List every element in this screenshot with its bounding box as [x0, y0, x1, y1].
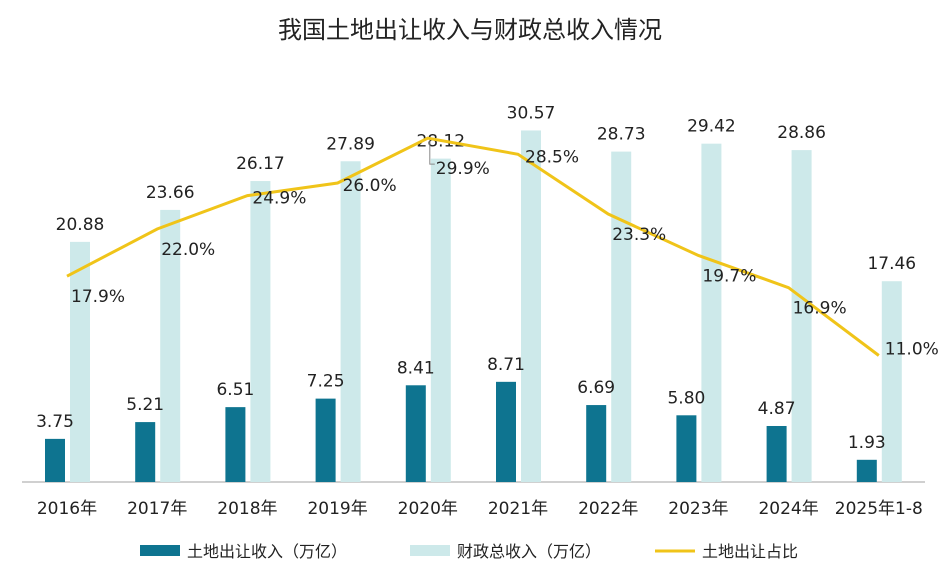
bar-land-revenue — [225, 407, 245, 482]
bar-fiscal-revenue — [521, 130, 541, 482]
data-label-land: 6.51 — [216, 380, 254, 400]
data-label-share: 22.0% — [161, 240, 215, 260]
data-label-fiscal: 27.89 — [326, 134, 375, 154]
bar-land-revenue — [316, 399, 336, 482]
bar-land-revenue — [767, 426, 787, 482]
chart-title: 我国土地出让收入与财政总收入情况 — [278, 16, 662, 44]
x-tick-label: 2017年 — [127, 499, 187, 519]
data-label-fiscal: 30.57 — [507, 103, 556, 123]
bar-land-revenue — [496, 382, 516, 482]
data-label-share: 29.9% — [436, 159, 490, 179]
legend-label: 土地出让占比 — [702, 542, 798, 561]
bar-fiscal-revenue — [611, 152, 631, 482]
bar-fiscal-revenue — [341, 161, 361, 482]
data-label-fiscal: 28.73 — [597, 125, 646, 145]
legend-swatch — [410, 545, 450, 556]
data-label-share: 28.5% — [525, 147, 579, 167]
data-label-land: 4.87 — [758, 399, 796, 419]
data-label-share: 16.9% — [793, 299, 847, 319]
bar-fiscal-revenue — [70, 242, 90, 482]
x-tick-label: 2019年 — [307, 499, 367, 519]
x-tick-label: 2022年 — [578, 499, 638, 519]
bar-land-revenue — [586, 405, 606, 482]
legend: 土地出让收入（万亿） 财政总收入（万亿） 土地出让占比 — [140, 542, 798, 561]
data-label-fiscal: 26.17 — [236, 154, 285, 174]
x-tick-label: 2018年 — [217, 499, 277, 519]
x-tick-label: 2025年1-8 — [835, 499, 923, 519]
data-label-fiscal: 28.86 — [777, 123, 826, 143]
data-label-land: 5.80 — [667, 388, 705, 408]
bar-fiscal-revenue — [431, 159, 451, 482]
bar-fiscal-revenue — [701, 144, 721, 482]
data-label-fiscal: 17.46 — [867, 254, 916, 274]
data-label-fiscal: 29.42 — [687, 117, 736, 137]
data-label-share: 23.3% — [612, 225, 666, 245]
x-tick-label: 2020年 — [398, 499, 458, 519]
data-label-fiscal: 23.66 — [146, 183, 195, 203]
data-label-land: 1.93 — [848, 433, 886, 453]
bar-land-revenue — [135, 422, 155, 482]
data-label-land: 7.25 — [307, 372, 345, 392]
data-label-land: 6.69 — [577, 378, 615, 398]
data-label-fiscal: 20.88 — [56, 215, 105, 235]
bar-land-revenue — [406, 385, 426, 482]
bar-land-revenue — [857, 460, 877, 482]
data-label-land: 8.41 — [397, 358, 435, 378]
data-label-land: 5.21 — [126, 395, 164, 415]
legend-label: 财政总收入（万亿） — [457, 542, 601, 561]
data-label-share: 19.7% — [702, 266, 756, 286]
data-label-share: 26.0% — [343, 176, 397, 196]
legend-label: 土地出让收入（万亿） — [187, 542, 347, 561]
data-label-land: 8.71 — [487, 355, 525, 375]
bar-fiscal-revenue — [250, 181, 270, 482]
x-tick-label: 2024年 — [758, 499, 818, 519]
legend-swatch — [140, 545, 180, 556]
data-label-share: 11.0% — [885, 340, 939, 360]
data-label-share: 24.9% — [252, 189, 306, 209]
x-tick-label: 2016年 — [37, 499, 97, 519]
data-label-land: 3.75 — [36, 412, 74, 432]
bar-land-revenue — [45, 439, 65, 482]
data-label-share: 17.9% — [71, 287, 125, 307]
x-tick-label: 2021年 — [488, 499, 548, 519]
x-tick-label: 2023年 — [668, 499, 728, 519]
bar-land-revenue — [676, 415, 696, 482]
